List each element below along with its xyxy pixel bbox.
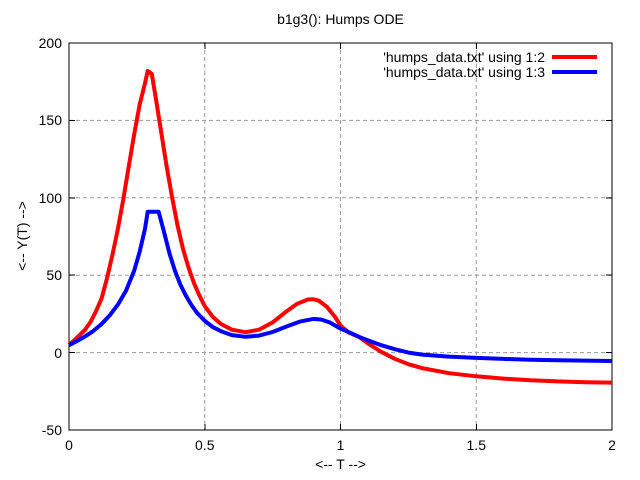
legend: 'humps_data.txt' using 1:2 'humps_data.t… xyxy=(383,48,597,80)
y-tick-label: 0 xyxy=(54,344,62,361)
series-line-red xyxy=(67,68,613,385)
y-tick-label: 200 xyxy=(38,35,62,51)
x-tick-label: 0 xyxy=(65,437,73,453)
series-line-blue xyxy=(68,209,613,363)
y-tick-label: 100 xyxy=(38,189,62,206)
legend-line-blue xyxy=(552,69,597,74)
x-axis-label: <-- T --> xyxy=(315,456,366,472)
x-tick-label: 2 xyxy=(608,437,616,453)
legend-label-series-1-2: 'humps_data.txt' using 1:2 xyxy=(383,48,545,65)
legend-item: 'humps_data.txt' using 1:2 xyxy=(383,48,597,65)
legend-item: 'humps_data.txt' using 1:3 xyxy=(383,63,597,80)
legend-label-series-1-3: 'humps_data.txt' using 1:3 xyxy=(383,63,545,80)
y-tick-label: 150 xyxy=(38,112,62,129)
x-tick-label: 1.5 xyxy=(466,437,486,453)
y-axis-label: <-- Y(T) --> xyxy=(14,201,30,271)
x-tick-label: 1 xyxy=(336,437,345,453)
y-tick-label: 50 xyxy=(46,267,62,284)
y-tick-label: -50 xyxy=(41,422,62,438)
x-tick-label: 0.5 xyxy=(195,437,215,453)
chart-title: b1g3(): Humps ODE xyxy=(277,11,404,27)
legend-line-red xyxy=(552,54,597,59)
